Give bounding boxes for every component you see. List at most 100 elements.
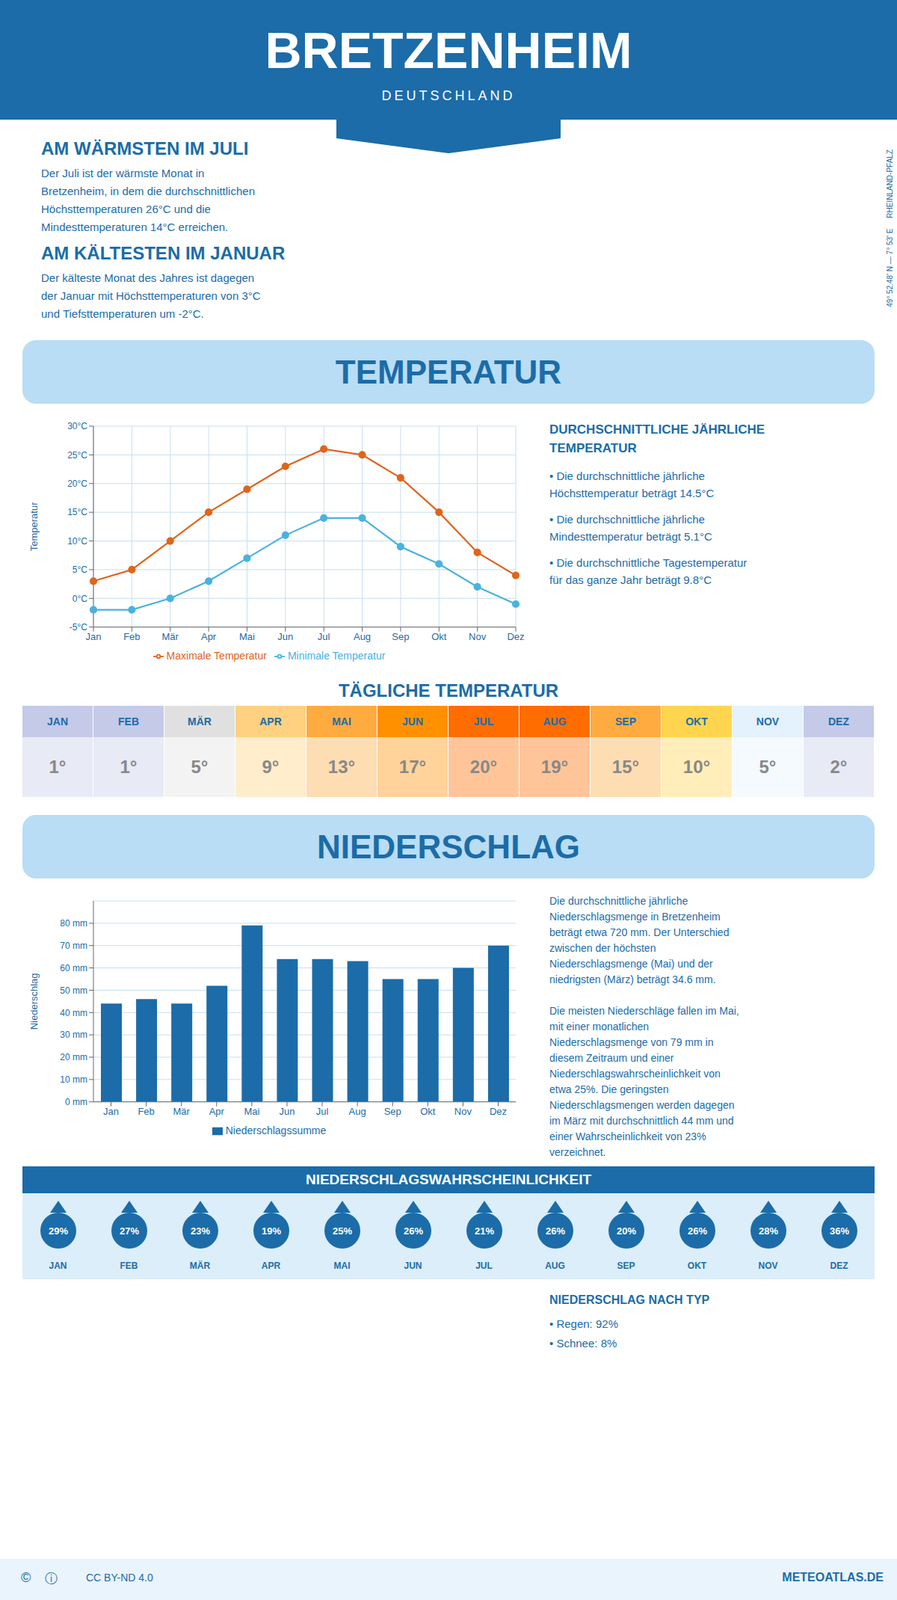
svg-text:Apr: Apr xyxy=(201,630,217,643)
html-text:• Schnee: 8%: • Schnee: 8% xyxy=(549,1336,617,1350)
svg-text:29%: 29% xyxy=(47,1225,68,1237)
svg-text:Sep: Sep xyxy=(384,1105,402,1117)
svg-text:20°C: 20°C xyxy=(67,478,88,489)
html-text:JUL: JUL xyxy=(473,715,494,728)
html-text:1°: 1° xyxy=(48,756,67,777)
svg-text:40 mm: 40 mm xyxy=(59,1007,88,1019)
html-text:DEZ: DEZ xyxy=(828,715,850,728)
html-text:17°: 17° xyxy=(399,756,427,777)
html-text:DEUTSCHLAND: DEUTSCHLAND xyxy=(381,88,516,104)
svg-text:Jan: Jan xyxy=(103,1105,119,1117)
html-text:AM KÄLTESTEN IM JANUAR: AM KÄLTESTEN IM JANUAR xyxy=(41,242,285,264)
html-text:19°: 19° xyxy=(541,756,569,777)
svg-text:26%: 26% xyxy=(402,1225,423,1237)
svg-text:36%: 36% xyxy=(828,1225,849,1237)
svg-text:Mai: Mai xyxy=(239,630,255,643)
html-text:NIEDERSCHLAG NACH TYP: NIEDERSCHLAG NACH TYP xyxy=(549,1293,710,1306)
svg-text:Aug: Aug xyxy=(349,1105,367,1117)
svg-text:19%: 19% xyxy=(260,1225,281,1237)
svg-text:Mär: Mär xyxy=(162,630,180,643)
svg-text:Nov: Nov xyxy=(468,630,487,643)
html-text:• Die durchschnittliche Tagest: • Die durchschnittliche Tagestemperatur … xyxy=(549,556,747,587)
svg-text:-5°C: -5°C xyxy=(69,621,88,633)
svg-text:Dez: Dez xyxy=(506,630,524,643)
html-text:TEMPERATUR: TEMPERATUR xyxy=(335,353,562,390)
html-text:SEP: SEP xyxy=(615,715,637,728)
html-text:15°: 15° xyxy=(612,756,640,777)
svg-text:25%: 25% xyxy=(331,1225,352,1237)
html-text:BRETZENHEIM: BRETZENHEIM xyxy=(264,21,633,79)
svg-text:25°C: 25°C xyxy=(67,449,88,461)
svg-text:Sep: Sep xyxy=(391,630,409,643)
svg-text:10 mm: 10 mm xyxy=(59,1074,88,1085)
svg-text:28%: 28% xyxy=(757,1225,778,1237)
svg-text:27%: 27% xyxy=(118,1225,139,1237)
svg-text:50 mm: 50 mm xyxy=(59,985,88,996)
html-text:5°: 5° xyxy=(759,756,777,777)
html-text:1°: 1° xyxy=(119,756,138,777)
html-text:JUN: JUN xyxy=(402,715,424,728)
html-text:9°: 9° xyxy=(261,756,280,777)
svg-text:30°C: 30°C xyxy=(67,420,88,432)
svg-text:60 mm: 60 mm xyxy=(59,962,88,974)
svg-text:80 mm: 80 mm xyxy=(59,917,88,929)
html-text:AM WÄRMSTEN IM JULI: AM WÄRMSTEN IM JULI xyxy=(41,138,249,159)
svg-text:Mai: Mai xyxy=(243,1105,260,1117)
svg-text:Okt: Okt xyxy=(420,1105,436,1117)
html-text:10°: 10° xyxy=(683,756,711,777)
html-text:AUG: AUG xyxy=(542,715,567,728)
svg-text:Okt: Okt xyxy=(431,630,448,643)
svg-text:Feb: Feb xyxy=(123,630,140,643)
svg-text:5°C: 5°C xyxy=(72,564,88,575)
html-text:Maximale Temperatur: Maximale Temperatur xyxy=(166,649,267,662)
html-text:MAI: MAI xyxy=(332,715,352,728)
html-text:MÄR: MÄR xyxy=(187,715,212,728)
svg-text:Aug: Aug xyxy=(353,630,371,643)
svg-text:21%: 21% xyxy=(473,1225,494,1237)
html-text:FEB: FEB xyxy=(118,715,140,728)
svg-text:26%: 26% xyxy=(544,1225,565,1237)
svg-text:23%: 23% xyxy=(189,1225,210,1237)
svg-text:26%: 26% xyxy=(686,1225,707,1237)
html-text:Der Juli ist der wärmste Monat: Der Juli ist der wärmste Monat in Bretze… xyxy=(41,166,255,234)
html-text:13°: 13° xyxy=(328,756,356,777)
svg-text:Jun: Jun xyxy=(277,630,294,643)
svg-text:0 mm: 0 mm xyxy=(65,1096,88,1108)
html-text:Der kälteste Monat des Jahres: Der kälteste Monat des Jahres ist dagege… xyxy=(41,271,261,320)
svg-text:20%: 20% xyxy=(615,1225,636,1237)
svg-text:10°C: 10°C xyxy=(67,535,88,547)
svg-text:30 mm: 30 mm xyxy=(59,1029,88,1040)
html-text:2°: 2° xyxy=(830,756,848,777)
html-text:• Die durchschnittliche jährli: • Die durchschnittliche jährliche Höchst… xyxy=(549,469,715,500)
html-text:NIEDERSCHLAGSWAHRSCHEINLICHKEI: NIEDERSCHLAGSWAHRSCHEINLICHKEIT xyxy=(305,1171,592,1188)
html-text:NOV: NOV xyxy=(756,715,780,728)
html-text:APR: APR xyxy=(259,715,282,728)
svg-text:Jan: Jan xyxy=(85,630,102,643)
svg-text:15°C: 15°C xyxy=(67,506,88,518)
svg-text:Jul: Jul xyxy=(317,630,331,643)
html-text:TÄGLICHE TEMPERATUR: TÄGLICHE TEMPERATUR xyxy=(338,680,559,701)
svg-text:Nov: Nov xyxy=(454,1105,473,1117)
html-text:OKT: OKT xyxy=(685,715,708,728)
svg-text:Jun: Jun xyxy=(278,1105,295,1117)
svg-text:20 mm: 20 mm xyxy=(59,1051,88,1063)
html-text:Minimale Temperatur: Minimale Temperatur xyxy=(287,649,386,662)
svg-text:Dez: Dez xyxy=(489,1105,507,1117)
html-text:DURCHSCHNITTLICHE JÄHRLICHE: DURCHSCHNITTLICHE JÄHRLICHE xyxy=(549,422,765,437)
html-text:TEMPERATUR: TEMPERATUR xyxy=(549,441,637,456)
svg-text:Feb: Feb xyxy=(137,1105,154,1117)
html-text:JAN: JAN xyxy=(47,715,69,728)
svg-text:Niederschlag: Niederschlag xyxy=(28,972,40,1030)
svg-text:Mär: Mär xyxy=(173,1105,191,1117)
svg-text:70 mm: 70 mm xyxy=(59,940,88,951)
svg-text:Jul: Jul xyxy=(316,1105,329,1117)
svg-text:Apr: Apr xyxy=(209,1105,225,1117)
svg-text:0°C: 0°C xyxy=(72,593,88,604)
html-text:20°: 20° xyxy=(470,756,498,777)
html-text:METEOATLAS.DE: METEOATLAS.DE xyxy=(782,1570,884,1584)
svg-text:Temperatur: Temperatur xyxy=(28,501,40,551)
html-text:NIEDERSCHLAG: NIEDERSCHLAG xyxy=(316,827,581,865)
html-text:5°: 5° xyxy=(190,756,209,777)
html-text:• Die durchschnittliche jährli: • Die durchschnittliche jährliche Mindes… xyxy=(549,512,713,543)
html-text:Die durchschnittliche jährlich: Die durchschnittliche jährliche Niedersc… xyxy=(549,894,740,1158)
